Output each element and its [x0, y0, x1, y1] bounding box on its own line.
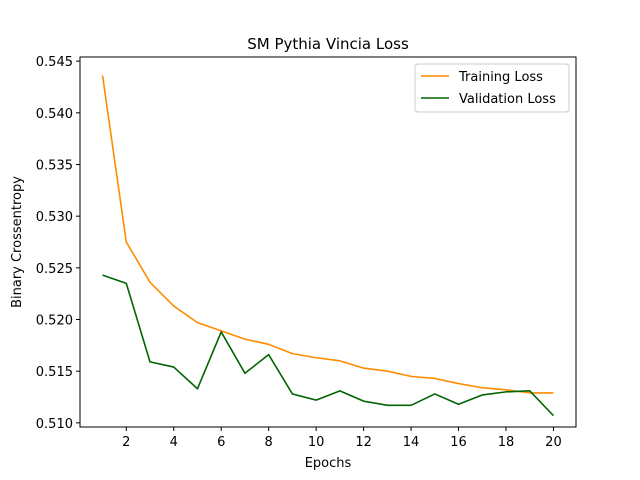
axis-ticks: 2 4 6 8 10 12 14 16 18 20 0.510 0.515 0.520 0.525 0.53…	[36, 55, 562, 450]
x-tick-label: 4	[170, 435, 178, 450]
x-tick-label: 20	[545, 435, 562, 450]
chart-title: SM Pythia Vincia Loss	[247, 35, 409, 53]
x-tick-label: 14	[403, 435, 420, 450]
plot-lines	[101, 75, 555, 417]
x-tick-label: 2	[122, 435, 130, 450]
y-tick-label: 0.510	[36, 417, 73, 432]
y-tick-label: 0.520	[36, 314, 73, 329]
x-axis-title: Epochs	[305, 456, 352, 471]
legend-label: Training Loss	[458, 70, 543, 85]
series-line-validation-loss	[102, 274, 555, 417]
plot-frame	[79, 56, 577, 428]
legend-box	[414, 63, 570, 113]
legend: Training Loss Validation Loss	[414, 63, 570, 113]
y-tick-label: 0.535	[36, 158, 73, 173]
series-line-training-loss	[101, 75, 554, 394]
x-tick-label: 8	[265, 435, 273, 450]
y-tick-label: 0.515	[36, 365, 73, 380]
y-tick-label: 0.540	[36, 107, 73, 122]
legend-label: Validation Loss	[459, 92, 556, 107]
y-tick-label: 0.530	[36, 210, 73, 225]
x-tick-label: 16	[450, 435, 467, 450]
x-tick-label: 12	[355, 435, 372, 450]
y-tick-label: 0.525	[36, 262, 73, 277]
x-tick-label: 18	[498, 435, 515, 450]
x-tick-label: 6	[217, 435, 225, 450]
x-tick-label: 10	[308, 435, 325, 450]
y-tick-label: 0.545	[36, 55, 73, 70]
y-axis-title: Binary Crossentropy	[10, 176, 25, 308]
